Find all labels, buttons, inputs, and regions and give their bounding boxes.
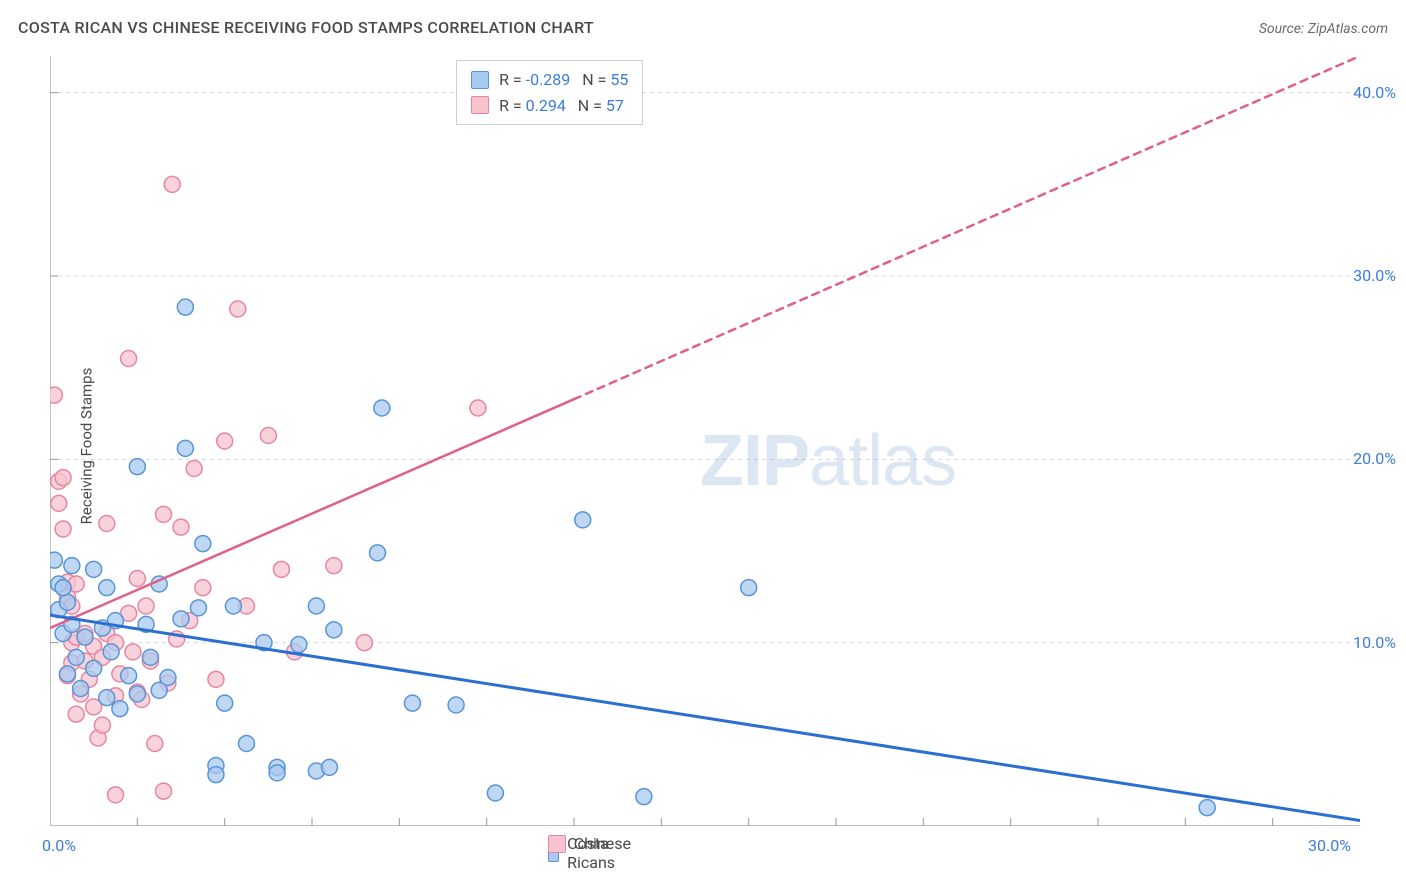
stats-row: R = -0.289 N = 55 [471, 67, 628, 93]
source-label: Source: ZipAtlas.com [1259, 21, 1388, 37]
x-tick-label: 30.0% [1308, 836, 1351, 855]
y-tick-label: 10.0% [1353, 633, 1396, 652]
legend-label: Chinese [574, 834, 631, 853]
stat-text: R = 0.294 N = 57 [499, 93, 624, 119]
correlation-stats-box: R = -0.289 N = 55R = 0.294 N = 57 [456, 60, 643, 125]
legend-item: Chinese [548, 834, 631, 853]
x-tick-label: 0.0% [42, 836, 76, 855]
legend-swatch [548, 835, 566, 853]
legend-swatch [471, 71, 489, 89]
stats-row: R = 0.294 N = 57 [471, 93, 628, 119]
y-tick-label: 30.0% [1353, 266, 1396, 285]
chart-title: COSTA RICAN VS CHINESE RECEIVING FOOD ST… [18, 18, 594, 37]
stat-text: R = -0.289 N = 55 [499, 67, 628, 93]
watermark: ZIPatlas [700, 420, 956, 502]
y-tick-label: 20.0% [1353, 449, 1396, 468]
y-tick-label: 40.0% [1353, 83, 1396, 102]
legend-swatch [471, 96, 489, 114]
